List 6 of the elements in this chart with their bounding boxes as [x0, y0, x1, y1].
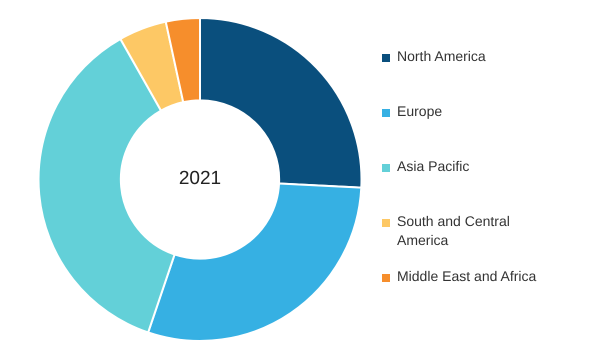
- legend-label: South and Central America: [397, 212, 511, 250]
- legend-label: Asia Pacific: [397, 157, 470, 176]
- legend-label: Europe: [397, 102, 444, 121]
- legend-label: Middle East and Africa: [397, 267, 538, 286]
- legend-label: North America: [397, 47, 487, 66]
- text: 2021: [178, 168, 222, 190]
